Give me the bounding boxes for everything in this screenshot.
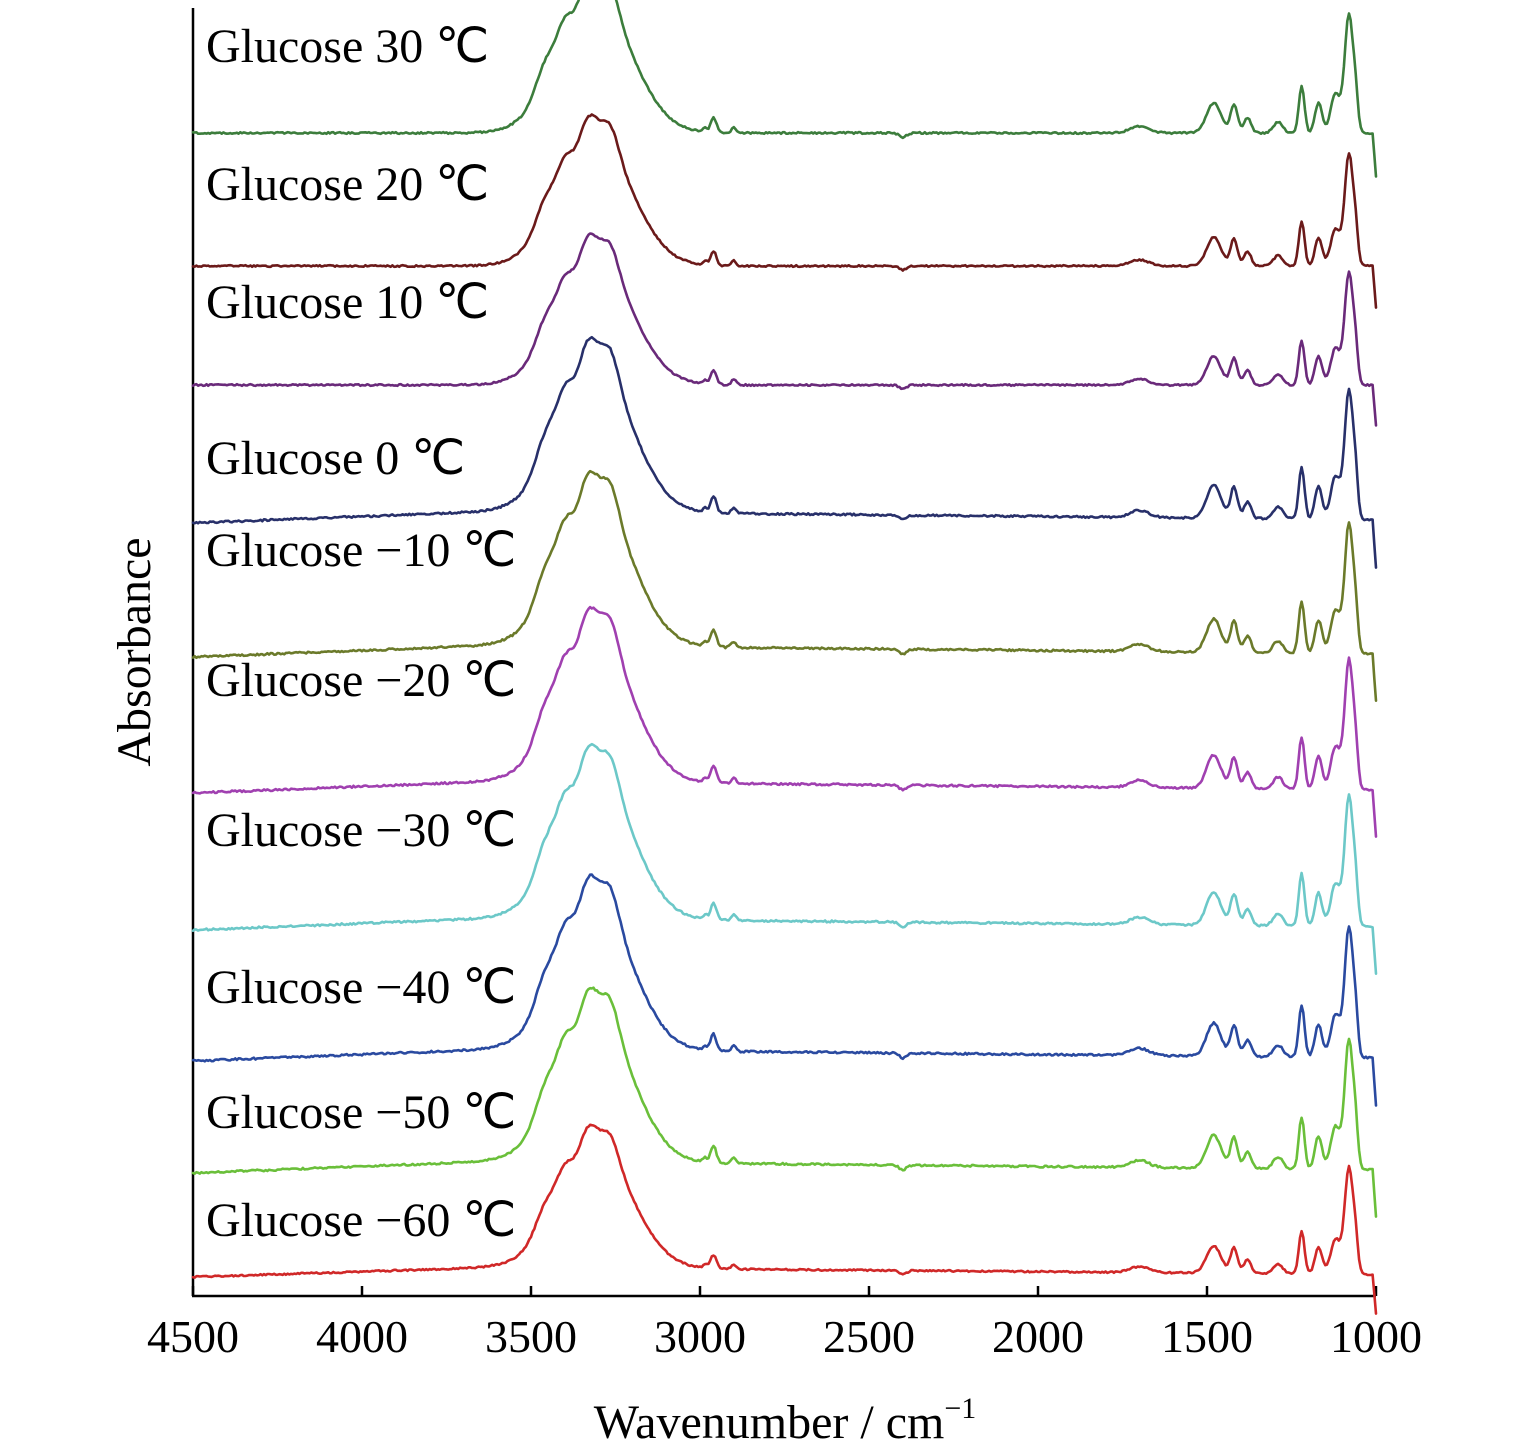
x-tick-label: 4000 — [316, 1311, 408, 1362]
y-axis-title: Absorbance — [108, 537, 161, 766]
spectrum-line-6 — [191, 742, 1378, 975]
series-label-4: Glucose −10 ℃ — [206, 524, 516, 577]
series-label-5: Glucose −20 ℃ — [206, 654, 516, 707]
spectrum-line-9 — [191, 1123, 1378, 1315]
spectrum-line-3 — [191, 335, 1378, 569]
series-labels: Glucose 30 ℃ Glucose 20 ℃ Glucose 10 ℃ Gluc… — [206, 20, 516, 1247]
series-label-0: Glucose 30 ℃ — [206, 20, 489, 73]
spectrum-line-8 — [191, 986, 1378, 1218]
x-tick-label: 3000 — [654, 1311, 746, 1362]
spectrum-line-7 — [191, 873, 1378, 1107]
x-tick-label: 4500 — [147, 1311, 239, 1362]
x-axis-title-superscript: −1 — [944, 1392, 976, 1425]
spectrum-line-4 — [191, 469, 1378, 702]
series-label-1: Glucose 20 ℃ — [206, 158, 489, 211]
spectra — [191, 0, 1378, 1315]
series-label-2: Glucose 10 ℃ — [206, 276, 489, 329]
spectrum-line-0 — [191, 0, 1378, 178]
series-label-3: Glucose 0 ℃ — [206, 432, 465, 485]
x-axis-title: Wavenumber / cm−1 — [594, 1392, 977, 1449]
spectrum-line-2 — [191, 232, 1378, 427]
x-tick-label: 3500 — [485, 1311, 577, 1362]
series-label-9: Glucose −60 ℃ — [206, 1194, 516, 1247]
spectrum-line-5 — [191, 605, 1378, 838]
x-tick-label: 2500 — [823, 1311, 915, 1362]
series-label-8: Glucose −50 ℃ — [206, 1086, 516, 1139]
x-tick-label: 1000 — [1330, 1311, 1422, 1362]
x-tick-label: 1500 — [1161, 1311, 1253, 1362]
series-label-7: Glucose −40 ℃ — [206, 961, 516, 1014]
spectrum-line-1 — [191, 113, 1378, 309]
series-label-6: Glucose −30 ℃ — [206, 804, 516, 857]
x-axis-title-text: Wavenumber / cm — [594, 1396, 945, 1449]
x-ticks: 4500 4000 3500 3000 2500 2000 1500 1000 — [147, 1286, 1422, 1362]
x-tick-label: 2000 — [992, 1311, 1084, 1362]
